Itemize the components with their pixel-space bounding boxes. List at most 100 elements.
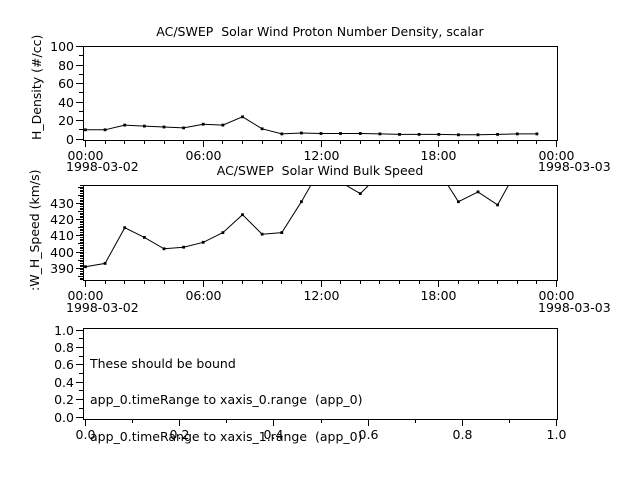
- x-tick-label: 0.0: [76, 427, 96, 442]
- x-tick-label: 0.6: [359, 427, 379, 442]
- x-tick-label: 00:00: [67, 288, 103, 303]
- y-tick-label: 80: [58, 58, 74, 73]
- annotation-line-2: app_0.timeRange to xaxis_0.range (app_0): [90, 392, 363, 408]
- y-tick-label: 40: [58, 95, 74, 110]
- x-tick-label: 00:00: [67, 148, 103, 163]
- data-point-marker: [201, 240, 205, 244]
- annotation-line-3: app_0.timeRange to xaxis_1.range (app_0): [90, 429, 363, 445]
- y-tick-label: 0.2: [54, 392, 74, 407]
- data-point-marker: [241, 213, 244, 217]
- data-point-marker: [162, 125, 166, 129]
- data-point-marker: [280, 132, 284, 136]
- panel-0-x-axis[interactable]: 00:00 06:00 12:00 18:00 00:00: [67, 140, 575, 163]
- panel-0-y-axis[interactable]: 0 20 40 60 80 100: [50, 39, 83, 147]
- binding-annotation: These should be bound app_0.timeRange to…: [90, 333, 362, 468]
- panel1-y-axis-label: H_Density (#/cc): [29, 34, 44, 140]
- panel-0: 0 20 40 60 80 100 00:00 06:00 12:00 18:00 00:00: [50, 39, 574, 163]
- data-point-marker: [496, 133, 499, 136]
- data-point-marker: [319, 132, 323, 135]
- x-tick-label: 06:00: [185, 148, 221, 163]
- y-tick-label: 1.0: [54, 323, 74, 338]
- panel-0-plot-area[interactable]: [83, 46, 558, 141]
- data-point-marker: [358, 192, 362, 195]
- panel2-y-axis-label: :W_H_Speed (km/s): [27, 169, 42, 291]
- data-point-marker: [84, 265, 87, 269]
- data-point-marker: [457, 200, 460, 204]
- data-point-marker: [339, 132, 342, 135]
- panel-1-x-axis[interactable]: 00:00 06:00 12:00 18:00 00:00: [67, 280, 575, 303]
- y-tick-label: 420: [50, 212, 74, 227]
- x-tick-label: 18:00: [420, 148, 456, 163]
- data-point-marker: [221, 123, 225, 127]
- y-tick-label: 0.8: [54, 340, 74, 355]
- panel1-title: AC/SWEP Solar Wind Proton Number Density…: [156, 24, 484, 39]
- data-point-marker: [515, 132, 519, 136]
- series-line: [85, 116, 537, 136]
- panel-1-plot-area[interactable]: [83, 185, 558, 281]
- y-tick-label: 60: [58, 76, 74, 91]
- data-point-marker: [300, 200, 303, 204]
- data-point-marker: [398, 133, 401, 136]
- x-tick-label: 12:00: [303, 148, 339, 163]
- data-point-marker: [378, 132, 382, 136]
- y-tick-label: 400: [50, 245, 74, 260]
- panel1-date-right: 1998-03-03: [538, 159, 611, 174]
- panel-2-y-axis[interactable]: 0.0 0.2 0.4 0.6 0.8 1.0: [54, 323, 83, 425]
- x-tick-label: 1.0: [547, 427, 567, 442]
- data-point-marker: [162, 247, 166, 251]
- annotation-line-1: These should be bound: [90, 355, 236, 371]
- panel-2: 0.0 0.2 0.4 0.6 0.8 1.0 0.0 0.2 0.4 0.6 0.8 1.0: [54, 323, 566, 442]
- data-point-marker: [221, 231, 225, 234]
- panel2-date-left: 1998-03-02: [66, 300, 139, 315]
- y-tick-label: 410: [50, 228, 74, 243]
- x-tick-label: 0.4: [264, 427, 284, 442]
- panel1-date-left: 1998-03-02: [66, 159, 139, 174]
- y-tick-label: 0: [66, 132, 74, 147]
- panel-1-data-series[interactable]: [84, 166, 538, 269]
- data-point-marker: [476, 133, 480, 137]
- data-point-marker: [417, 133, 421, 136]
- data-point-marker: [103, 262, 107, 265]
- panel-2-plot-area[interactable]: [83, 328, 558, 420]
- x-tick-label: 0.2: [170, 427, 190, 442]
- data-point-marker: [358, 132, 362, 135]
- data-point-marker: [260, 232, 264, 236]
- data-point-marker: [339, 181, 342, 184]
- data-point-marker: [143, 236, 146, 239]
- data-point-marker: [476, 190, 480, 194]
- data-point-marker: [437, 133, 441, 136]
- x-tick-label: 00:00: [538, 288, 574, 303]
- data-point-marker: [123, 123, 127, 127]
- panel2-date-right: 1998-03-03: [538, 300, 611, 315]
- panel2-title: AC/SWEP Solar Wind Bulk Speed: [216, 163, 424, 178]
- y-tick-label: 100: [50, 39, 74, 54]
- y-tick-label: 390: [50, 261, 74, 276]
- data-point-marker: [280, 231, 284, 234]
- data-point-marker: [260, 127, 264, 131]
- y-tick-label: 430: [50, 196, 74, 211]
- series-line: [85, 185, 510, 268]
- x-tick-label: 00:00: [538, 148, 574, 163]
- data-point-marker: [84, 128, 87, 132]
- x-tick-label: 06:00: [185, 288, 221, 303]
- data-point-marker: [201, 122, 205, 126]
- data-point-marker: [123, 226, 127, 230]
- y-tick-label: 20: [58, 113, 74, 128]
- data-point-marker: [143, 124, 146, 128]
- data-point-marker: [457, 133, 460, 137]
- data-point-marker: [241, 115, 244, 119]
- data-point-marker: [300, 131, 303, 135]
- data-point-marker: [182, 126, 185, 130]
- panel-0-data-series[interactable]: [84, 115, 539, 137]
- x-tick-label: 0.8: [453, 427, 473, 442]
- y-tick-label: 0.6: [54, 357, 74, 372]
- data-point-marker: [182, 245, 185, 249]
- panel-2-x-axis[interactable]: 0.0 0.2 0.4 0.6 0.8 1.0: [76, 419, 567, 442]
- y-tick-label: 0.4: [54, 375, 74, 390]
- x-tick-label: 18:00: [420, 288, 456, 303]
- data-point-marker: [496, 203, 499, 207]
